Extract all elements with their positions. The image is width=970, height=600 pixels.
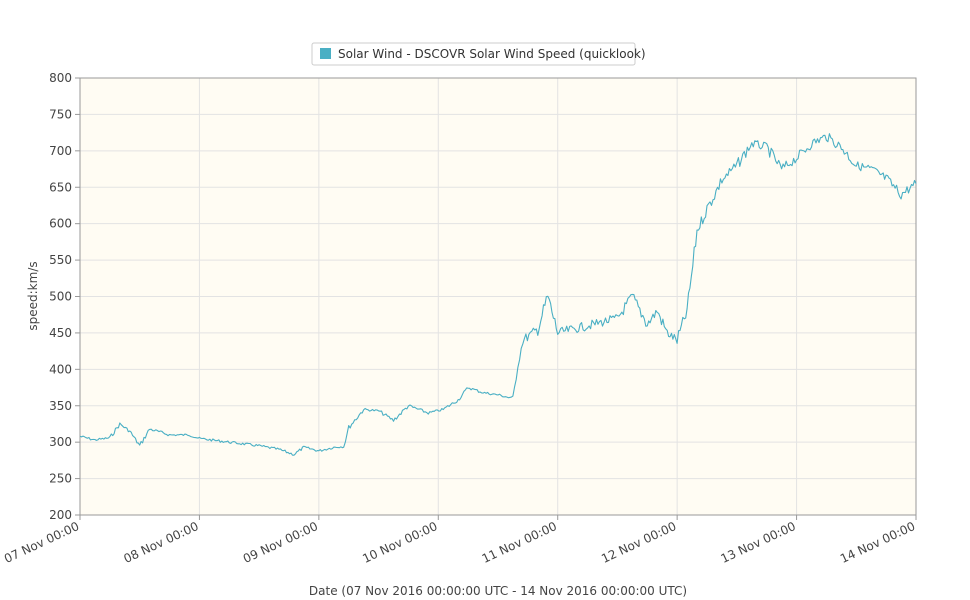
y-tick-label: 450: [49, 326, 72, 340]
series-layer: [79, 133, 917, 456]
y-tick-label: 650: [49, 180, 72, 194]
y-tick-label: 250: [49, 472, 72, 486]
y-tick-label: 800: [49, 71, 72, 85]
legend[interactable]: Solar Wind - DSCOVR Solar Wind Speed (qu…: [311, 42, 646, 66]
x-tick-label: 11 Nov 00:00: [480, 519, 559, 566]
x-axis-title: Date (07 Nov 2016 00:00:00 UTC - 14 Nov …: [309, 584, 687, 598]
x-tick-label: 13 Nov 00:00: [719, 519, 798, 566]
legend-swatch: [320, 48, 331, 59]
grid-lines: [79, 77, 917, 516]
x-tick-label: 12 Nov 00:00: [599, 519, 678, 566]
x-tick-label: 09 Nov 00:00: [241, 519, 320, 566]
y-tick-label: 550: [49, 253, 72, 267]
y-tick-label: 700: [49, 144, 72, 158]
y-tick-label: 500: [49, 290, 72, 304]
x-tick-label: 14 Nov 00:00: [838, 519, 917, 566]
y-axis: 200 250 300 350 400 450 500 550 600 650 700 750 800: [49, 71, 80, 522]
x-tick-label: 10 Nov 00:00: [360, 519, 439, 566]
legend-label: Solar Wind - DSCOVR Solar Wind Speed (qu…: [338, 47, 646, 61]
x-tick-label: 07 Nov 00:00: [2, 519, 81, 566]
y-tick-label: 300: [49, 435, 72, 449]
x-tick-label: 08 Nov 00:00: [121, 519, 200, 566]
y-tick-label: 750: [49, 107, 72, 121]
y-axis-title: speed:km/s: [26, 261, 40, 330]
y-tick-label: 200: [49, 508, 72, 522]
series-line: [79, 133, 917, 456]
y-tick-label: 350: [49, 399, 72, 413]
y-tick-label: 600: [49, 217, 72, 231]
legend-box: [311, 42, 636, 66]
x-axis: 07 Nov 00:00 08 Nov 00:00 09 Nov 00:00 10 N…: [2, 515, 917, 566]
y-tick-label: 400: [49, 362, 72, 376]
